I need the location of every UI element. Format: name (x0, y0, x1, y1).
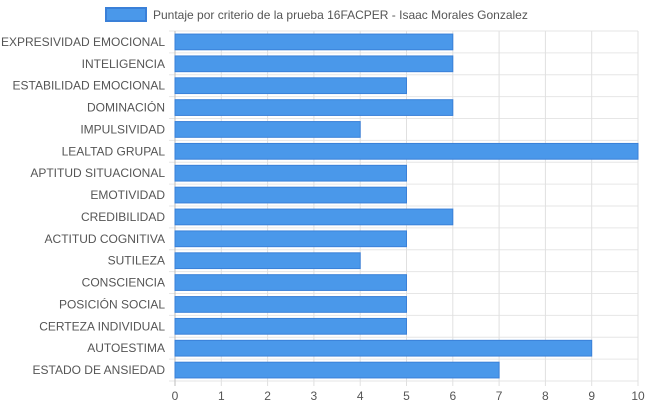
bar[interactable] (174, 121, 361, 138)
category-label: ESTADO DE ANSIEDAD (33, 363, 166, 377)
bar[interactable] (174, 296, 407, 313)
legend-label[interactable]: Puntaje por criterio de la prueba 16FACP… (153, 8, 528, 22)
category-label: APTITUD SITUACIONAL (30, 166, 165, 180)
category-label: EXPRESIVIDAD EMOCIONAL (1, 35, 165, 49)
x-tick-label: 10 (631, 389, 645, 403)
category-label: CERTEZA INDIVIDUAL (39, 319, 165, 333)
category-label: CREDIBILIDAD (81, 210, 165, 224)
bar[interactable] (174, 317, 407, 335)
category-label: SUTILEZA (108, 254, 165, 268)
category-label: IMPULSIVIDAD (80, 122, 165, 136)
x-tick-label: 1 (218, 389, 225, 403)
bar[interactable] (174, 208, 454, 226)
legend-swatch[interactable] (105, 7, 147, 22)
category-label: ESTABILIDAD EMOCIONAL (13, 79, 166, 93)
bar[interactable] (174, 55, 454, 73)
bar[interactable] (174, 230, 407, 248)
x-tick-label: 0 (172, 389, 179, 403)
bar[interactable] (174, 77, 407, 95)
x-tick-label: 6 (449, 389, 456, 403)
bar[interactable] (174, 252, 361, 270)
category-label: EMOTIVIDAD (90, 188, 165, 202)
category-label: POSICIÓN SOCIAL (59, 296, 165, 311)
category-label: AUTOESTIMA (87, 341, 165, 355)
x-tick-label: 4 (357, 389, 364, 403)
x-tick-label: 8 (542, 389, 549, 403)
x-tick-label: 2 (264, 389, 271, 403)
category-label: INTELIGENCIA (82, 57, 165, 71)
x-tick-label: 5 (403, 389, 410, 403)
bar[interactable] (174, 164, 407, 182)
legend[interactable]: Puntaje por criterio de la prueba 16FACP… (105, 7, 528, 22)
bar[interactable] (174, 361, 500, 379)
category-label: CONSCIENCIA (82, 276, 165, 290)
bars (174, 33, 639, 379)
category-label: ACTITUD COGNITIVA (45, 232, 165, 246)
category-label: LEALTAD GRUPAL (62, 144, 166, 158)
category-label: DOMINACIÓN (87, 100, 165, 115)
bar[interactable] (174, 99, 454, 116)
x-tick-label: 7 (496, 389, 503, 403)
bar[interactable] (174, 186, 407, 204)
y-axis-labels: EXPRESIVIDAD EMOCIONAL INTELIGENCIA ESTABI… (1, 35, 165, 377)
bar[interactable] (174, 274, 407, 291)
x-tick-label: 3 (311, 389, 318, 403)
x-tick-label: 9 (588, 389, 595, 403)
x-axis-labels: 0 1 2 3 4 5 6 7 8 9 10 (172, 389, 645, 403)
bar[interactable] (174, 33, 454, 51)
bar[interactable] (174, 339, 593, 357)
bar[interactable] (174, 142, 639, 160)
